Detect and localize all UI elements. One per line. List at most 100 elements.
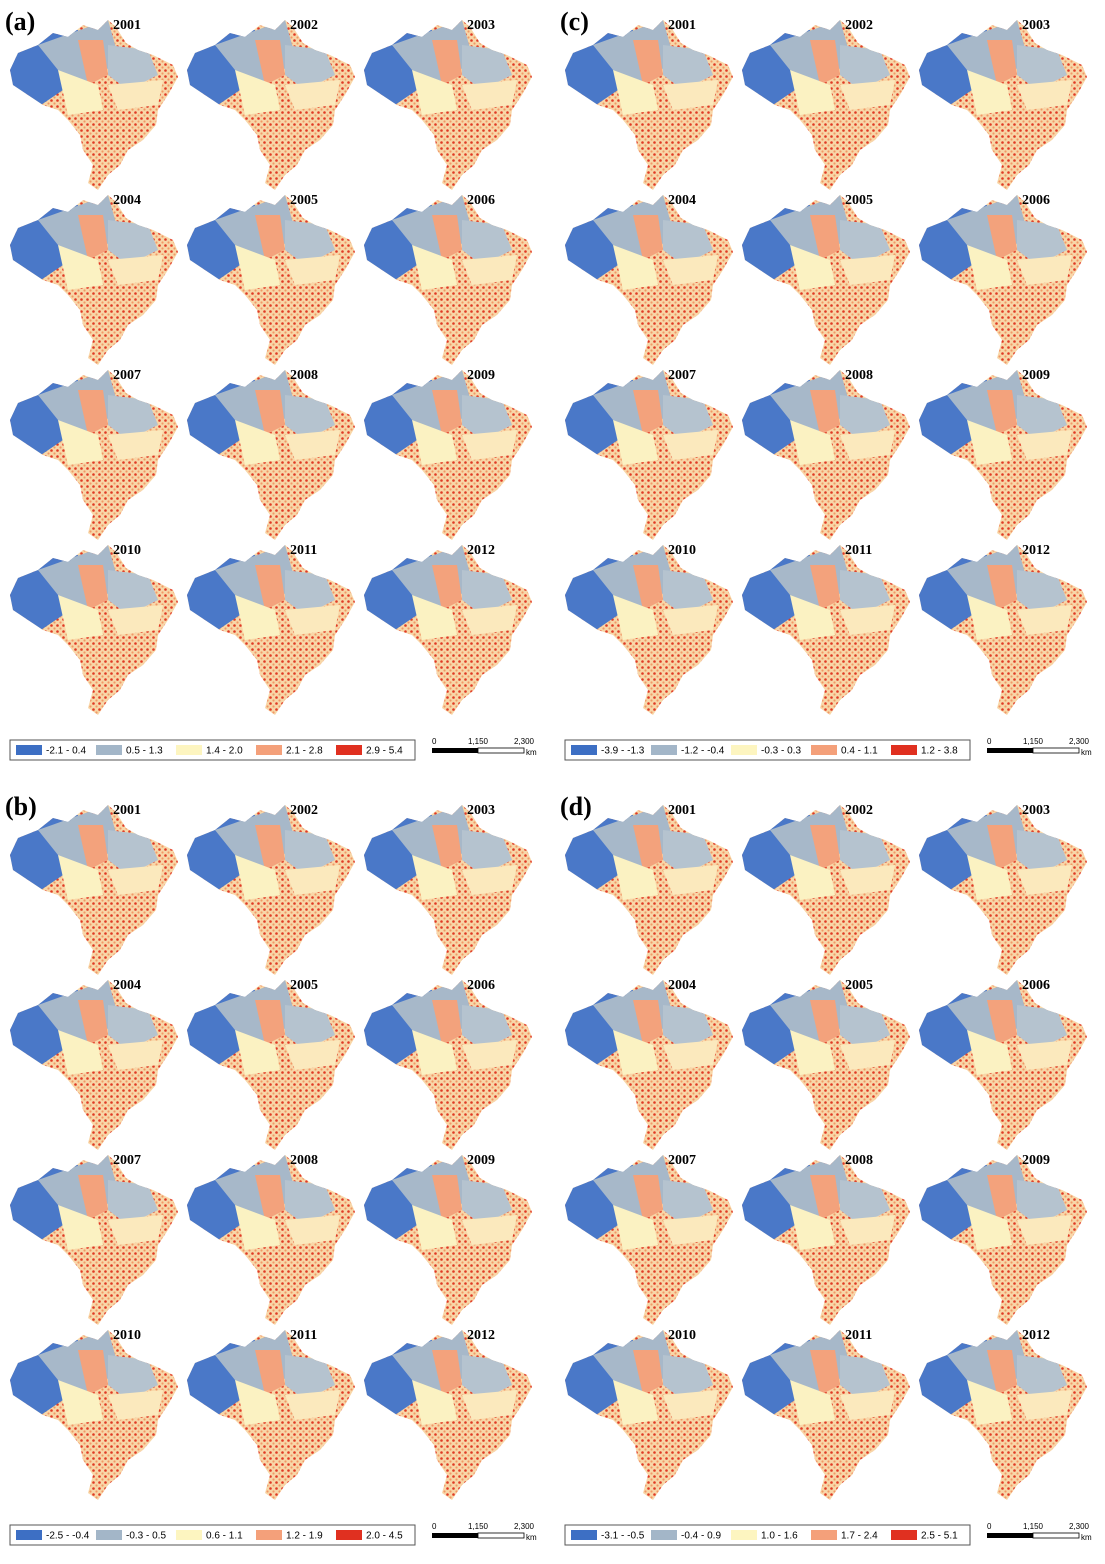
map xyxy=(917,365,1092,545)
map xyxy=(8,365,183,545)
map xyxy=(917,800,1092,980)
legend-label: 1.2 - 3.8 xyxy=(921,746,958,757)
scale-label: 2,300 xyxy=(1069,737,1090,746)
year-label: 2004 xyxy=(113,978,141,993)
scale-bar xyxy=(432,748,478,753)
legend-swatch xyxy=(811,1530,837,1540)
year-label: 2012 xyxy=(1022,1328,1050,1343)
year-label: 2011 xyxy=(845,543,872,558)
year-label: 2012 xyxy=(467,1328,495,1343)
year-label: 2002 xyxy=(845,18,873,33)
map xyxy=(362,15,537,195)
legend-label: 1.7 - 2.4 xyxy=(841,1531,878,1542)
legend-label: -3.9 - -1.3 xyxy=(601,746,645,757)
scale-unit: km xyxy=(526,1533,537,1542)
scale-label: 2,300 xyxy=(514,737,535,746)
map xyxy=(185,1325,360,1505)
map xyxy=(740,975,915,1155)
map xyxy=(917,540,1092,720)
scale-label: 0 xyxy=(432,737,437,746)
map xyxy=(740,1150,915,1330)
year-label: 2010 xyxy=(668,1328,696,1343)
legend-swatch xyxy=(16,1530,42,1540)
map xyxy=(8,540,183,720)
map xyxy=(362,975,537,1155)
map xyxy=(8,1150,183,1330)
map xyxy=(362,800,537,980)
legend-swatch xyxy=(336,745,362,755)
year-label: 2009 xyxy=(467,1153,495,1168)
legend-swatch xyxy=(176,1530,202,1540)
map xyxy=(185,190,360,370)
legend-label: -3.1 - -0.5 xyxy=(601,1531,645,1542)
map xyxy=(917,1325,1092,1505)
legend-label: 2.9 - 5.4 xyxy=(366,746,403,757)
legend-label: -2.1 - 0.4 xyxy=(46,746,86,757)
legend-label: 2.1 - 2.8 xyxy=(286,746,323,757)
legend-label: -0.3 - 0.5 xyxy=(126,1531,166,1542)
map xyxy=(362,540,537,720)
map xyxy=(185,975,360,1155)
year-label: 2011 xyxy=(290,1328,317,1343)
year-label: 2012 xyxy=(1022,543,1050,558)
scale-bar xyxy=(478,1533,524,1538)
scale-label: 2,300 xyxy=(514,1522,535,1531)
legend-label: -0.3 - 0.3 xyxy=(761,746,801,757)
year-label: 2001 xyxy=(113,18,141,33)
legend-label: -0.4 - 0.9 xyxy=(681,1531,721,1542)
year-label: 2004 xyxy=(113,193,141,208)
map xyxy=(8,15,183,195)
map xyxy=(563,365,738,545)
scale-bar xyxy=(432,1533,478,1538)
map xyxy=(563,1150,738,1330)
year-label: 2002 xyxy=(845,803,873,818)
year-label: 2004 xyxy=(668,978,696,993)
year-label: 2001 xyxy=(668,803,696,818)
map xyxy=(8,975,183,1155)
map xyxy=(740,540,915,720)
map xyxy=(563,975,738,1155)
legend-swatch xyxy=(571,745,597,755)
year-label: 2007 xyxy=(113,368,141,383)
map xyxy=(917,190,1092,370)
year-label: 2012 xyxy=(467,543,495,558)
map xyxy=(917,975,1092,1155)
map xyxy=(563,190,738,370)
scale-bar xyxy=(1033,748,1079,753)
legend-swatch xyxy=(651,745,677,755)
map xyxy=(740,365,915,545)
map xyxy=(563,1325,738,1505)
map xyxy=(185,540,360,720)
scale-label: 0 xyxy=(987,1522,992,1531)
map xyxy=(362,1150,537,1330)
year-label: 2008 xyxy=(845,1153,873,1168)
legend-swatch xyxy=(336,1530,362,1540)
year-label: 2005 xyxy=(845,978,873,993)
legend-label: 1.0 - 1.6 xyxy=(761,1531,798,1542)
year-label: 2010 xyxy=(668,543,696,558)
map xyxy=(185,1150,360,1330)
panel-label: (a) xyxy=(5,7,35,36)
figure: 2001200220032004200520062007200820092010… xyxy=(0,0,1105,1564)
scale-label: 0 xyxy=(987,737,992,746)
legend-swatch xyxy=(571,1530,597,1540)
year-label: 2002 xyxy=(290,803,318,818)
year-label: 2005 xyxy=(845,193,873,208)
legend-swatch xyxy=(96,1530,122,1540)
legend-swatch xyxy=(731,1530,757,1540)
map xyxy=(185,15,360,195)
year-label: 2001 xyxy=(113,803,141,818)
year-label: 2007 xyxy=(668,368,696,383)
year-label: 2009 xyxy=(1022,368,1050,383)
map xyxy=(362,190,537,370)
scale-bar xyxy=(478,748,524,753)
map xyxy=(917,15,1092,195)
year-label: 2003 xyxy=(467,803,495,818)
year-label: 2008 xyxy=(290,1153,318,1168)
map xyxy=(740,190,915,370)
year-label: 2003 xyxy=(1022,18,1050,33)
legend-label: 2.5 - 5.1 xyxy=(921,1531,958,1542)
legend-swatch xyxy=(256,745,282,755)
